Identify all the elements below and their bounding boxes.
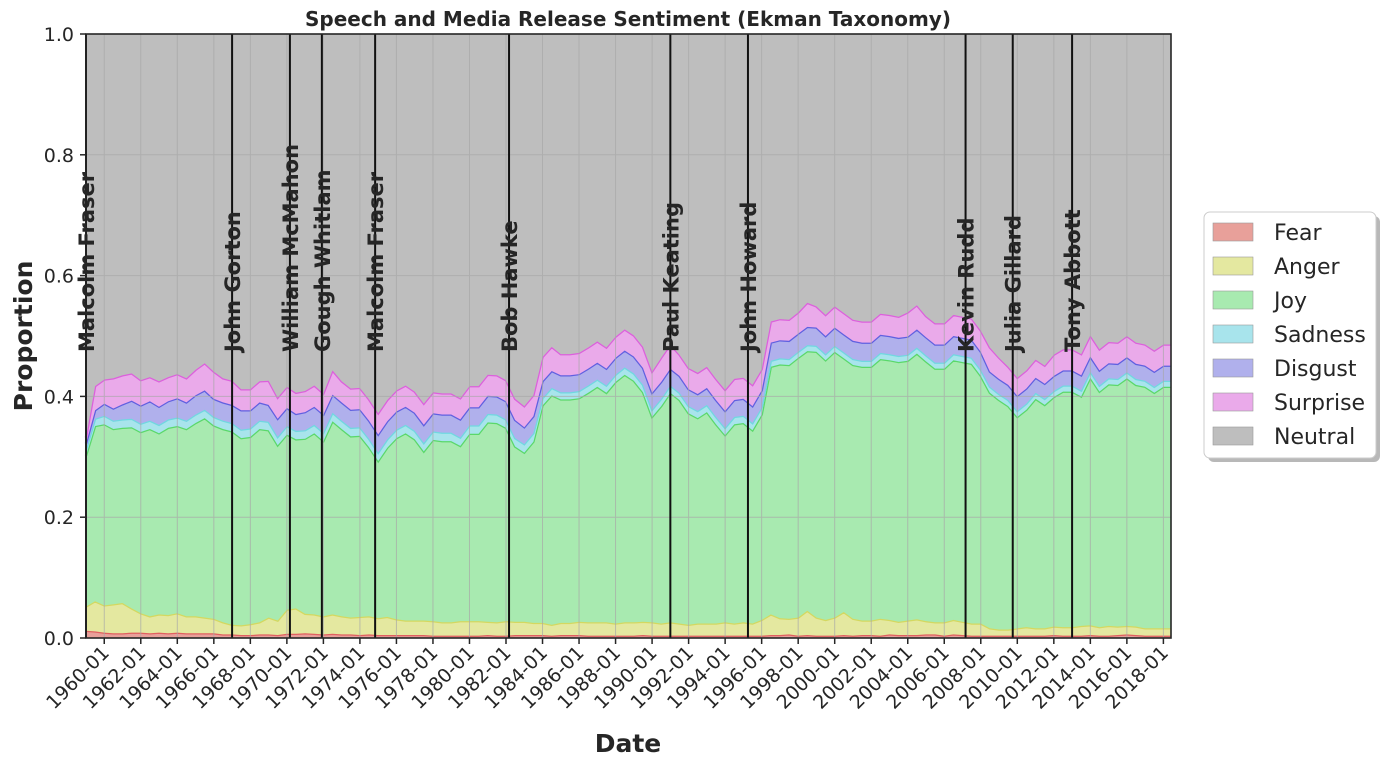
x-ticks: 1960-011962-011964-011966-011968-011970-… [42,638,1173,714]
pm-label: Malcolm Fraser [364,171,388,352]
legend-swatch [1212,222,1254,242]
grid-lines [86,33,1171,639]
legend-label: Surprise [1274,391,1365,416]
pm-label: Gough Whitlam [311,169,335,352]
pm-label: Julia Gillard [1002,215,1026,354]
y-tick-label: 0.2 [44,507,74,529]
pm-label: Tony Abbott [1061,209,1085,352]
legend-swatch [1212,358,1254,378]
pm-label: Kevin Rudd [955,218,979,352]
pm-label: John Howard [737,202,761,354]
area-layers [84,34,1171,638]
pm-label: Bob Hawke [498,220,522,352]
legend-label: Joy [1272,289,1307,314]
legend-swatch [1212,256,1254,276]
legend-label: Neutral [1274,425,1355,450]
legend-label: Anger [1274,255,1340,280]
y-tick-label: 0.6 [44,266,74,288]
legend-label: Fear [1274,221,1322,246]
legend-swatch [1212,290,1254,310]
series-area-surprise [86,302,1171,444]
legend-swatch [1212,324,1254,344]
plot-frame [85,33,1172,639]
legend: Fear Anger Joy Sadness Disgust Surprise Neutra… [1203,211,1380,462]
legend-label: Disgust [1274,357,1357,382]
pm-label: John Gorton [221,211,245,354]
legend-swatch [1212,426,1254,446]
y-tick-label: 1.0 [44,24,74,46]
chart-title: Speech and Media Release Sentiment (Ekma… [305,7,951,31]
legend-swatch [1212,392,1254,412]
y-tick-label: 0.8 [44,145,74,167]
series-area-sadness [86,345,1171,461]
series-area-neutral [86,34,1171,438]
y-tick-label: 0.4 [44,386,74,408]
x-axis-label: Date [595,729,662,758]
pm-label: Malcolm Fraser [75,171,99,352]
y-axis-label: Proportion [9,261,38,412]
series-area-anger [86,601,1171,636]
y-ticks: 0.0 0.2 0.4 0.6 0.8 1.0 [44,24,86,650]
plot-area: Malcolm Fraser John Gorton William McMahon… [42,24,1173,714]
series-area-disgust [86,326,1171,453]
pm-label: Paul Keating [659,202,683,352]
y-tick-label: 0.0 [44,628,74,650]
legend-label: Sadness [1274,323,1366,348]
pm-label: William McMahon [279,144,303,352]
series-area-joy [86,351,1171,630]
